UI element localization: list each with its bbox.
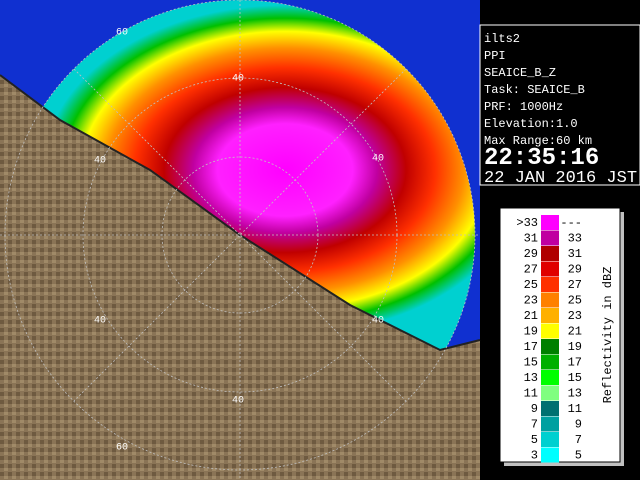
legend-swatch xyxy=(541,370,559,385)
legend-low: 5 xyxy=(531,433,538,447)
legend-swatch xyxy=(541,246,559,261)
legend-swatch xyxy=(541,447,559,463)
legend-low: 19 xyxy=(524,325,538,339)
legend-swatch xyxy=(541,323,559,339)
ring-label: 40 xyxy=(94,316,106,327)
max-range: Max Range:60 km xyxy=(484,134,592,148)
legend-swatch xyxy=(541,385,559,401)
info-panel xyxy=(479,24,640,186)
legend-high: 7 xyxy=(575,433,582,447)
legend-high: 27 xyxy=(568,278,582,292)
legend-low: >33 xyxy=(516,216,538,230)
ring-label: 40 xyxy=(232,396,244,407)
legend-low: 25 xyxy=(524,278,538,292)
legend-high: 23 xyxy=(568,309,582,323)
legend-low: 29 xyxy=(524,247,538,261)
legend-high: 9 xyxy=(575,418,582,432)
task: Task: SEAICE_B xyxy=(484,83,585,97)
prf: PRF: 1000Hz xyxy=(484,100,563,114)
legend-low: 17 xyxy=(524,340,538,354)
legend-low: 11 xyxy=(524,387,538,401)
legend-low: 3 xyxy=(531,449,538,463)
legend-swatch xyxy=(541,339,559,354)
legend-swatch xyxy=(541,277,559,292)
legend-low: 31 xyxy=(524,232,538,246)
legend-high: 33 xyxy=(568,232,582,246)
legend-high: 17 xyxy=(568,356,582,370)
legend-swatch xyxy=(541,215,559,230)
legend-low: 27 xyxy=(524,263,538,277)
legend-high: 13 xyxy=(568,387,582,401)
legend-low: 21 xyxy=(524,309,538,323)
legend-low: 13 xyxy=(524,371,538,385)
ring-label: 40 xyxy=(372,316,384,327)
legend-title: Reflectivity in dBZ xyxy=(601,267,615,404)
legend-swatch xyxy=(541,416,559,432)
legend-swatch xyxy=(541,292,559,308)
legend-high: 29 xyxy=(568,263,582,277)
ring-label: 60 xyxy=(116,443,128,454)
ring-label: 40 xyxy=(232,74,244,85)
legend-high: 19 xyxy=(568,340,582,354)
mode: PPI xyxy=(484,49,506,63)
legend-swatch xyxy=(541,308,559,323)
ring-label: 40 xyxy=(94,156,106,167)
elevation: Elevation:1.0 xyxy=(484,117,578,131)
range-rings xyxy=(0,0,480,480)
legend-low: 9 xyxy=(531,402,538,416)
ring-labels: 60 40 40 40 40 40 40 60 xyxy=(94,28,384,454)
legend-swatch xyxy=(541,401,559,416)
legend-high: 31 xyxy=(568,247,582,261)
legend-high: 21 xyxy=(568,325,582,339)
legend-swatch xyxy=(541,354,559,370)
station: ilts2 xyxy=(484,32,520,46)
legend-high: 25 xyxy=(568,294,582,308)
legend-swatch xyxy=(541,432,559,447)
ring-label: 40 xyxy=(372,154,384,165)
legend-low: 7 xyxy=(531,418,538,432)
product: SEAICE_B_Z xyxy=(484,66,556,80)
legend-low: 23 xyxy=(524,294,538,308)
legend-low: 15 xyxy=(524,356,538,370)
legend-high: 11 xyxy=(568,402,582,416)
legend-high: 15 xyxy=(568,371,582,385)
legend-swatch xyxy=(541,230,559,246)
ring-label: 60 xyxy=(116,28,128,39)
legend-swatch xyxy=(541,261,559,277)
legend-high: 5 xyxy=(575,449,582,463)
date: 22 JAN 2016 JST xyxy=(484,169,637,188)
legend-high: --- xyxy=(560,216,582,230)
time: 22:35:16 xyxy=(484,145,599,172)
legend xyxy=(499,207,621,463)
